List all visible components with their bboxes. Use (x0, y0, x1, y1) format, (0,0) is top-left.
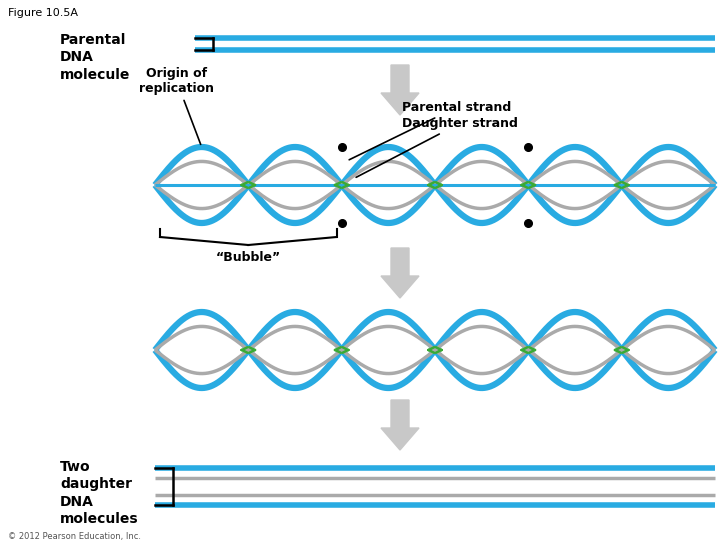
Text: Origin of
replication: Origin of replication (139, 67, 214, 144)
FancyArrow shape (381, 65, 419, 115)
Text: Figure 10.5A: Figure 10.5A (8, 8, 78, 18)
Text: © 2012 Pearson Education, Inc.: © 2012 Pearson Education, Inc. (8, 532, 141, 540)
FancyArrow shape (381, 248, 419, 298)
Text: Parental
DNA
molecule: Parental DNA molecule (60, 33, 130, 82)
Text: Two
daughter
DNA
molecules: Two daughter DNA molecules (60, 460, 139, 526)
Text: Parental strand: Parental strand (349, 101, 511, 160)
Text: “Bubble”: “Bubble” (216, 251, 281, 264)
Text: Daughter strand: Daughter strand (356, 117, 518, 177)
FancyArrow shape (381, 400, 419, 450)
